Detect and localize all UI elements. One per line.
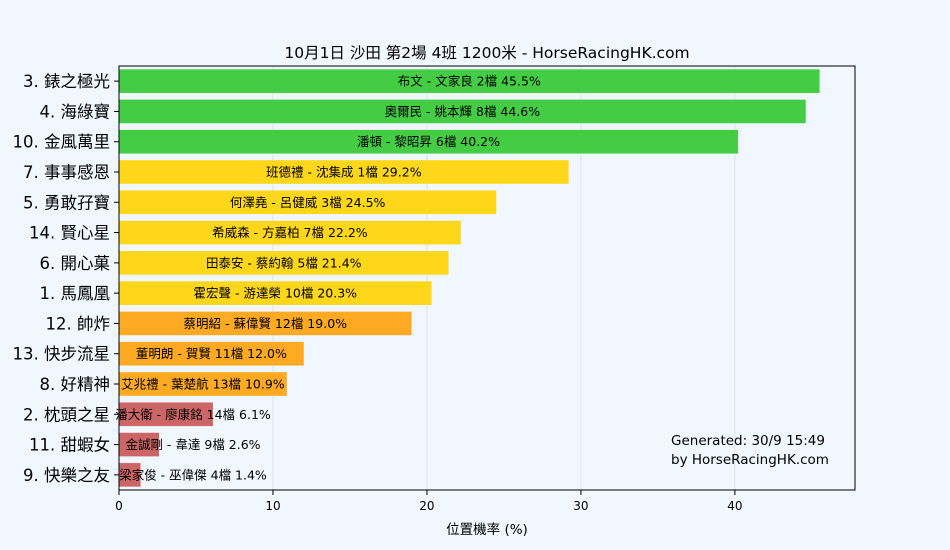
x-tick-label: 40 bbox=[727, 499, 742, 513]
y-tick-label: 6. 開心菓 bbox=[40, 254, 111, 273]
y-tick-label: 13. 快步流星 bbox=[13, 345, 111, 364]
bar bbox=[119, 129, 738, 154]
y-tick-label: 14. 賢心星 bbox=[29, 224, 110, 243]
bar-data-label: 金誠剛 - 韋達 9檔 2.6% bbox=[125, 437, 260, 452]
bar-data-label: 奧爾民 - 姚本輝 8檔 44.6% bbox=[385, 104, 541, 119]
bar bbox=[119, 220, 461, 245]
x-tick-label: 10 bbox=[265, 499, 280, 513]
x-axis-label: 位置機率 (%) bbox=[446, 521, 528, 538]
x-tick-label: 0 bbox=[115, 499, 123, 513]
y-tick-label: 11. 甜蝦女 bbox=[29, 436, 110, 455]
source-annotation: by HorseRacingHK.com bbox=[671, 452, 829, 468]
generated-annotation: Generated: 30/9 15:49 bbox=[671, 433, 825, 449]
bar-data-label: 潘大衛 - 廖康銘 14檔 6.1% bbox=[115, 407, 271, 422]
bar-data-label: 班德禮 - 沈集成 1檔 29.2% bbox=[266, 165, 422, 180]
bar bbox=[119, 69, 820, 93]
x-tick-label: 20 bbox=[419, 499, 434, 513]
bar-data-label: 蔡明紹 - 蘇偉賢 12檔 19.0% bbox=[184, 316, 348, 331]
bar-data-label: 何澤堯 - 呂健威 3檔 24.5% bbox=[230, 195, 386, 210]
y-tick-label: 12. 帥炸 bbox=[46, 314, 111, 333]
y-tick-label: 9. 快樂之友 bbox=[23, 466, 110, 485]
bar bbox=[119, 160, 569, 184]
bar-data-label: 希威森 - 方嘉柏 7檔 22.2% bbox=[212, 225, 368, 240]
bar-data-label: 潘頓 - 黎昭昇 6檔 40.2% bbox=[357, 134, 500, 149]
y-tick-label: 10. 金風萬里 bbox=[13, 133, 111, 152]
bar-data-label: 艾兆禮 - 葉楚航 13檔 10.9% bbox=[121, 377, 285, 392]
chart-title: 10月1日 沙田 第2場 4班 1200米 - HorseRacingHK.co… bbox=[284, 44, 689, 62]
bar-data-label: 布文 - 文家良 2檔 45.5% bbox=[398, 74, 541, 89]
bar-labels: 布文 - 文家良 2檔 45.5% 奧爾民 - 姚本輝 8檔 44.6% 潘頓 - … bbox=[115, 74, 541, 483]
y-tick-label: 3. 錶之極光 bbox=[23, 72, 110, 91]
y-tick-label: 8. 好精神 bbox=[40, 375, 111, 394]
y-tick-labels: 3. 錶之極光 4. 海綠寶 10. 金風萬里 7. 事事感恩 5. 勇敢孖寶 14. 賢… bbox=[13, 72, 119, 485]
bar bbox=[119, 99, 806, 124]
bar-data-label: 董明朗 - 賀賢 11檔 12.0% bbox=[136, 346, 287, 361]
x-ticks: 0 10 20 30 40 bbox=[115, 490, 743, 513]
bar bbox=[119, 372, 287, 396]
bar bbox=[119, 463, 141, 487]
plot-frame bbox=[118, 65, 856, 491]
y-tick-label: 2. 枕頭之星 bbox=[23, 405, 110, 424]
y-tick-label: 7. 事事感恩 bbox=[23, 163, 110, 182]
bar-data-label: 霍宏聲 - 游達榮 10檔 20.3% bbox=[194, 286, 358, 301]
bar bbox=[119, 281, 432, 305]
y-tick-label: 5. 勇敢孖寶 bbox=[23, 192, 110, 212]
bar bbox=[119, 432, 160, 457]
bar-data-label: 田泰安 - 蔡約翰 5檔 21.4% bbox=[206, 255, 362, 270]
x-tick-label: 30 bbox=[573, 499, 588, 513]
bar bbox=[119, 190, 497, 215]
bar bbox=[119, 251, 449, 275]
y-tick-label: 4. 海綠寶 bbox=[40, 101, 111, 121]
bar bbox=[119, 341, 304, 366]
bar bbox=[119, 311, 412, 336]
bar-data-label: 梁家俊 - 巫偉傑 4檔 1.4% bbox=[119, 467, 267, 482]
bars bbox=[119, 69, 820, 487]
plot-area bbox=[119, 66, 855, 490]
bar bbox=[119, 402, 213, 427]
y-tick-label: 1. 馬鳳凰 bbox=[40, 284, 111, 303]
